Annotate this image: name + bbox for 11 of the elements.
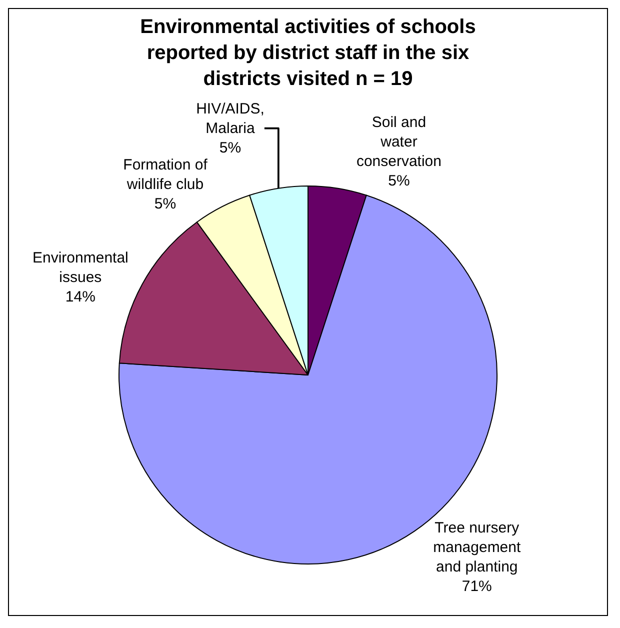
slice-label: HIV/AIDS, Malaria [196,100,264,137]
data-label: 5% [219,139,242,156]
slice-label: Environmental issues [32,249,128,286]
data-label: 71% [462,578,492,595]
slice-label: Soil and water conservation [356,114,442,170]
slice-label: Tree nursery management and planting [433,519,522,576]
slice-label: Formation of wildlife club [123,156,208,193]
data-label: 5% [388,172,410,190]
chart-title: Environmental activities of schools reported by district staff in the six districts visited n = 19 [140,16,476,90]
data-label: 5% [154,195,176,212]
data-label: 14% [65,288,96,306]
